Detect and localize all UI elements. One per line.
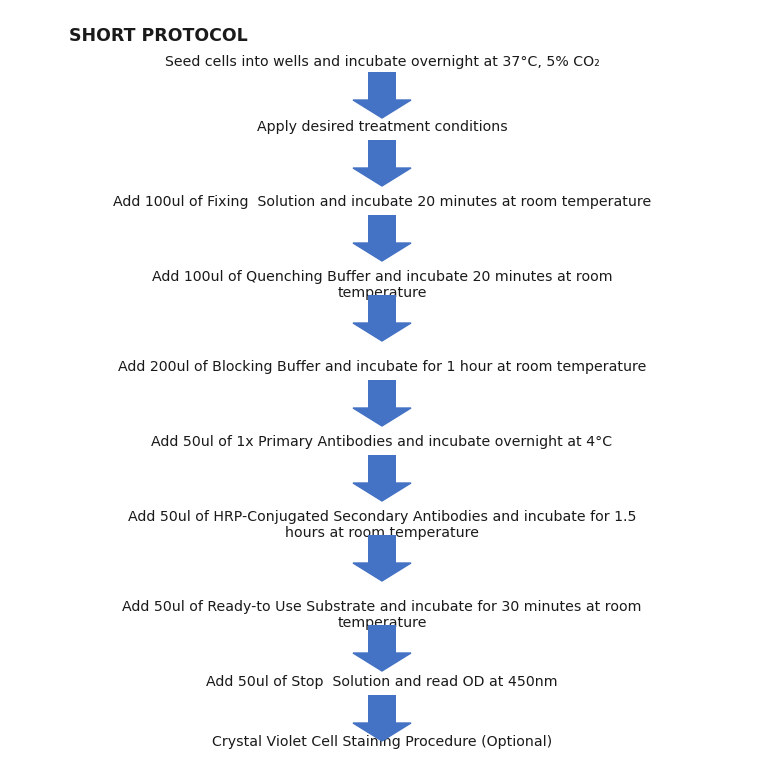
Text: SHORT PROTOCOL: SHORT PROTOCOL (69, 27, 248, 45)
Bar (368, 625, 396, 653)
Text: Seed cells into wells and incubate overnight at 37°C, 5% CO₂: Seed cells into wells and incubate overn… (164, 55, 600, 69)
Polygon shape (353, 323, 411, 341)
Polygon shape (353, 653, 411, 671)
Text: Add 100ul of Fixing  Solution and incubate 20 minutes at room temperature: Add 100ul of Fixing Solution and incubat… (113, 195, 651, 209)
Text: Add 200ul of Blocking Buffer and incubate for 1 hour at room temperature: Add 200ul of Blocking Buffer and incubat… (118, 360, 646, 374)
Bar (368, 140, 396, 168)
Text: Apply des​ired treatment conditions: Apply des​ired treatment conditions (257, 120, 507, 134)
Bar (368, 380, 396, 408)
Text: Add 50ul of Stop  Solution and read OD at 450nm: Add 50ul of Stop Solution and read OD at… (206, 675, 558, 689)
Polygon shape (353, 408, 411, 426)
Text: Add 50ul of 1x Primary Antibodies and incubate overnight at 4°C: Add 50ul of 1x Primary Antibodies and in… (151, 435, 613, 449)
Bar (368, 295, 396, 323)
Text: Crystal Violet Cell Staining Procedure (Optional): Crystal Violet Cell Staining Procedure (… (212, 735, 552, 749)
Polygon shape (353, 563, 411, 581)
Bar (368, 72, 396, 100)
Polygon shape (353, 483, 411, 501)
Bar (368, 215, 396, 243)
Bar (368, 695, 396, 723)
Text: Add 50ul of Ready-to Use Substrate and incubate for 30 minutes at room
temperatu: Add 50ul of Ready-to Use Substrate and i… (122, 600, 642, 630)
Text: Add 50ul of HRP-Conjugated Secondary Antibodies and incubate for 1.5
hours at ro: Add 50ul of HRP-Conjugated Secondary Ant… (128, 510, 636, 540)
Polygon shape (353, 723, 411, 741)
Bar (368, 455, 396, 483)
Text: Add 100ul of Quenching Buffer and incubate 20 minutes at room
temperature: Add 100ul of Quenching Buffer and incuba… (152, 270, 612, 300)
Polygon shape (353, 168, 411, 186)
Bar (368, 535, 396, 563)
Polygon shape (353, 100, 411, 118)
Polygon shape (353, 243, 411, 261)
